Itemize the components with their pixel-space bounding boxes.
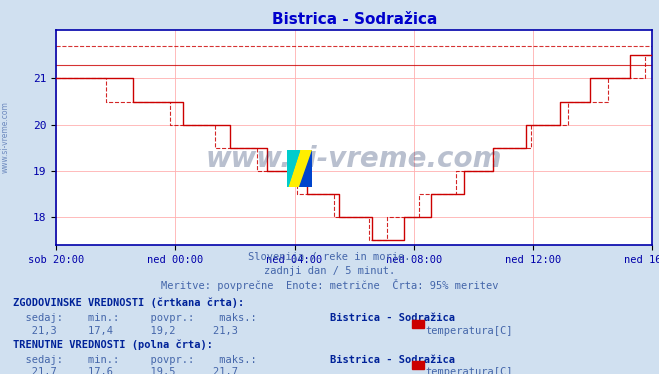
Polygon shape: [287, 150, 299, 187]
Text: www.si-vreme.com: www.si-vreme.com: [1, 101, 10, 174]
Text: Bistrica - Sodražica: Bistrica - Sodražica: [330, 313, 455, 324]
Text: TRENUTNE VREDNOSTI (polna črta):: TRENUTNE VREDNOSTI (polna črta):: [13, 340, 213, 350]
Text: temperatura[C]: temperatura[C]: [425, 326, 513, 336]
Polygon shape: [287, 150, 299, 187]
Text: sedaj:    min.:     povpr.:    maks.:: sedaj: min.: povpr.: maks.:: [13, 313, 257, 324]
Text: temperatura[C]: temperatura[C]: [425, 367, 513, 374]
Polygon shape: [299, 150, 312, 187]
Text: Meritve: povprečne  Enote: metrične  Črta: 95% meritev: Meritve: povprečne Enote: metrične Črta:…: [161, 279, 498, 291]
Text: 21,7     17,6      19,5      21,7: 21,7 17,6 19,5 21,7: [13, 367, 238, 374]
Text: zadnji dan / 5 minut.: zadnji dan / 5 minut.: [264, 266, 395, 276]
Text: Slovenija / reke in morje.: Slovenija / reke in morje.: [248, 252, 411, 263]
Text: ZGODOVINSKE VREDNOSTI (črtkana črta):: ZGODOVINSKE VREDNOSTI (črtkana črta):: [13, 297, 244, 308]
Title: Bistrica - Sodražica: Bistrica - Sodražica: [272, 12, 437, 27]
Text: Bistrica - Sodražica: Bistrica - Sodražica: [330, 355, 455, 365]
Text: www.si-vreme.com: www.si-vreme.com: [206, 145, 502, 173]
Text: sedaj:    min.:     povpr.:    maks.:: sedaj: min.: povpr.: maks.:: [13, 355, 257, 365]
Text: 21,3     17,4      19,2      21,3: 21,3 17,4 19,2 21,3: [13, 326, 238, 336]
